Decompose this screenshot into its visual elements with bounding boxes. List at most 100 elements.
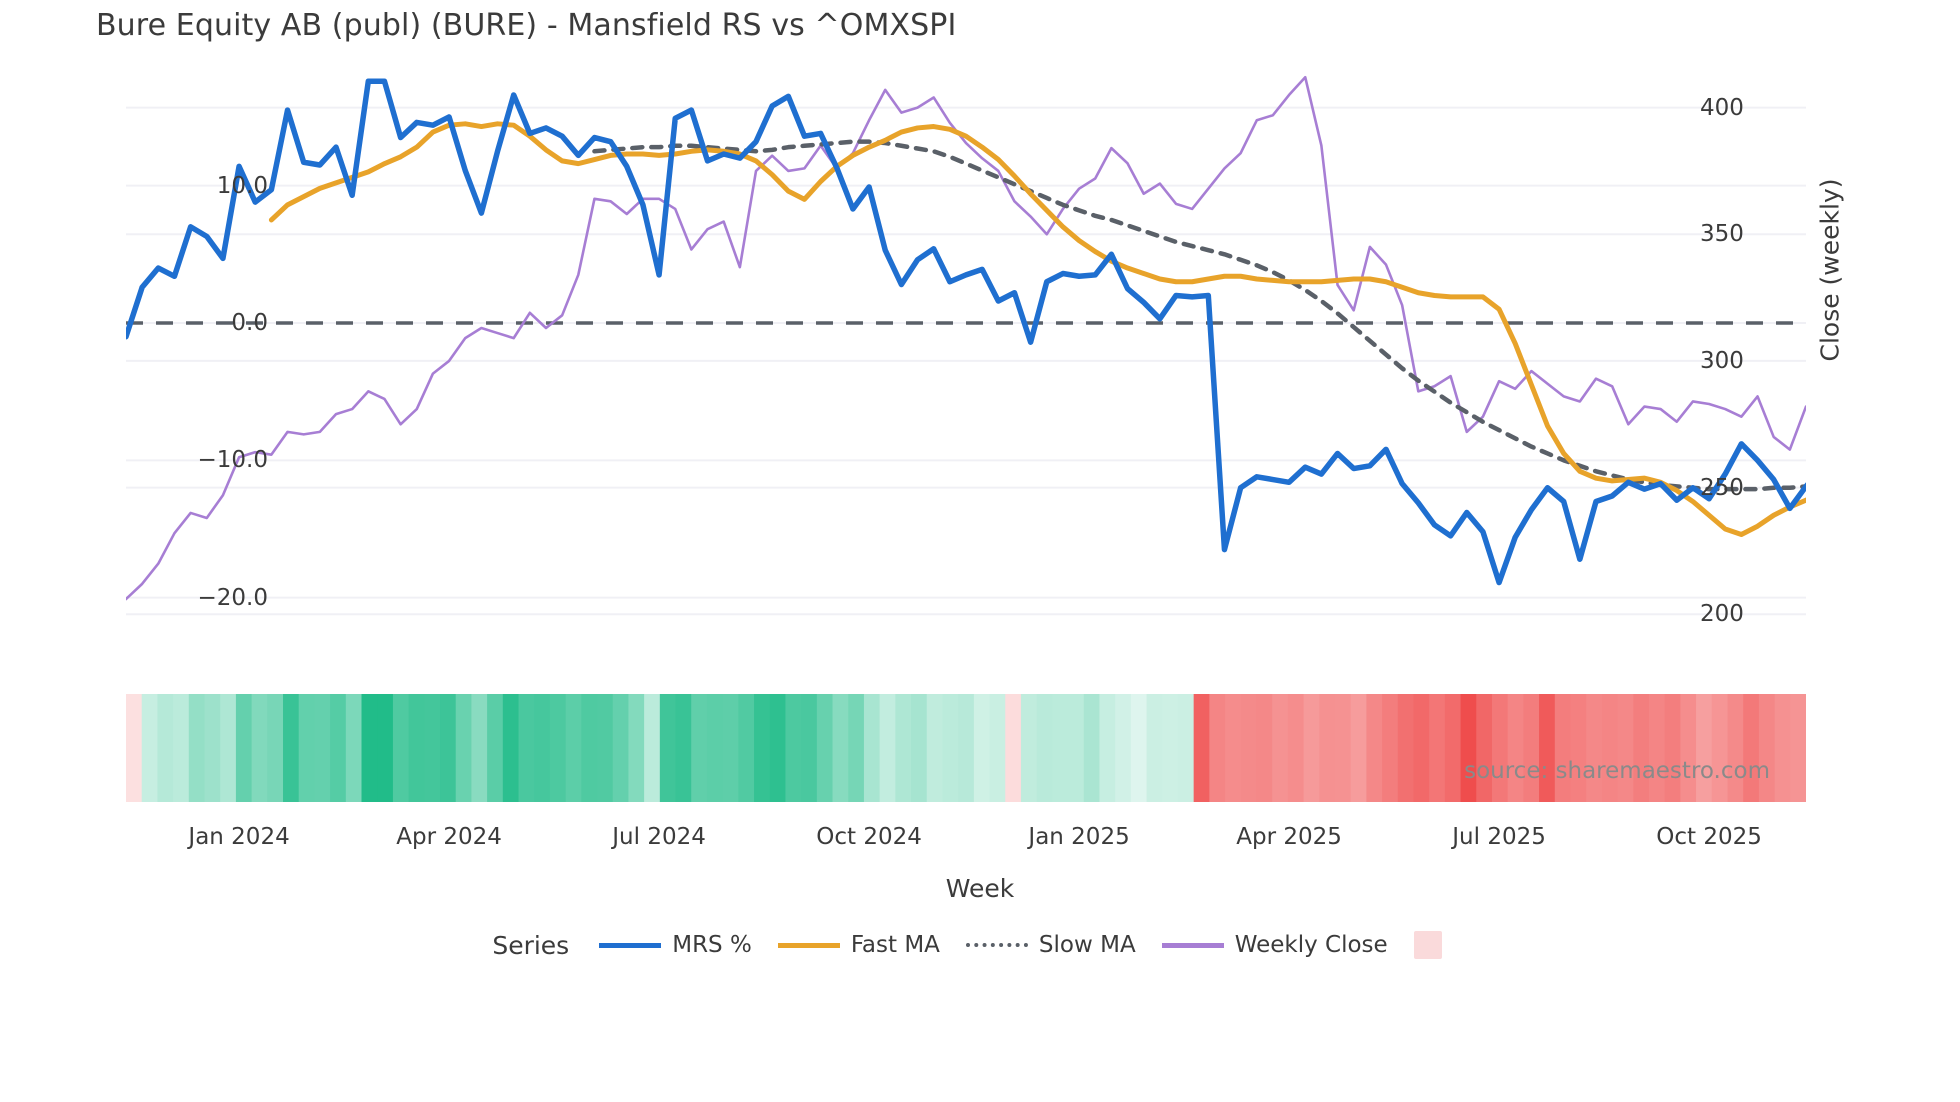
y-axis-right-label: Close (weekly): [1815, 178, 1845, 362]
x-tick: Oct 2025: [1656, 824, 1762, 850]
heat-cell: [440, 694, 457, 802]
y-tick-left: −20.0: [197, 584, 268, 611]
heat-cell: [612, 694, 630, 802]
heat-cell: [1491, 694, 1509, 802]
heat-cell: [1790, 694, 1806, 802]
heat-cell: [283, 694, 300, 802]
heat-cell: [1068, 694, 1085, 802]
heat-cell: [345, 694, 363, 802]
y-tick-left: −10.0: [197, 447, 268, 474]
heat-cell: [173, 694, 190, 802]
heat-cell: [377, 694, 394, 802]
x-tick: Apr 2024: [396, 824, 502, 850]
heat-cell: [628, 694, 645, 802]
heat-cell: [1444, 694, 1462, 802]
heat-cell: [424, 694, 441, 802]
heat-cell: [706, 694, 724, 802]
heat-cell: [1727, 694, 1744, 802]
heat-cell: [204, 694, 221, 802]
heat-cell: [1758, 694, 1776, 802]
heat-cell: [989, 694, 1006, 802]
heat-cell: [1319, 694, 1336, 802]
heat-cell: [644, 694, 661, 802]
series-line-weekly-close: [126, 75, 1806, 601]
heat-cell: [1303, 694, 1320, 802]
regime-heat-strip: source: sharemaestro.com: [126, 694, 1806, 802]
y-tick-right: 250: [1700, 474, 1744, 501]
heat-cell: [1146, 694, 1163, 802]
heat-cell: [1382, 694, 1399, 802]
heat-cell: [926, 694, 944, 802]
heat-cell: [958, 694, 975, 802]
heat-cell: [1617, 694, 1634, 802]
heat-cell: [1130, 694, 1148, 802]
regime-heat-strip-svg: [126, 694, 1806, 802]
heat-cell: [1601, 694, 1619, 802]
heat-cell: [1476, 694, 1493, 802]
legend-item[interactable]: Weekly Close: [1161, 932, 1388, 958]
heat-cell: [581, 694, 598, 802]
heat-cell: [1240, 694, 1258, 802]
heat-cell: [487, 694, 504, 802]
heat-cell: [549, 694, 567, 802]
legend-item-label: Slow MA: [1038, 932, 1136, 958]
legend-swatch-line: [599, 942, 662, 948]
heat-cell: [1350, 694, 1367, 802]
legend-item[interactable]: [1413, 931, 1442, 959]
heat-cell: [832, 694, 849, 802]
heat-cell: [1256, 694, 1273, 802]
y-tick-right: 300: [1700, 347, 1744, 374]
chart-title: Bure Equity AB (publ) (BURE) - Mansfield…: [96, 8, 957, 43]
heat-cell: [565, 694, 582, 802]
heat-cell: [534, 694, 551, 802]
heat-cell: [675, 694, 692, 802]
x-tick: Apr 2025: [1236, 824, 1342, 850]
legend-item[interactable]: Slow MA: [965, 932, 1136, 958]
legend-swatch-box: [1413, 931, 1442, 959]
heat-cell: [1005, 694, 1022, 802]
heat-cell: [1664, 694, 1681, 802]
heat-cell: [1460, 694, 1477, 802]
heat-cell: [895, 694, 912, 802]
heat-cell: [1162, 694, 1179, 802]
heat-cell: [361, 694, 378, 802]
heat-cell: [188, 694, 206, 802]
heat-cell: [1020, 694, 1038, 802]
heat-cell: [1083, 694, 1101, 802]
heat-cell: [863, 694, 881, 802]
heat-cell: [1225, 694, 1242, 802]
heat-cell: [220, 694, 237, 802]
heat-cell: [1743, 694, 1760, 802]
heat-cell: [722, 694, 739, 802]
heat-cell: [518, 694, 535, 802]
heat-cell: [1272, 694, 1289, 802]
heat-cell: [298, 694, 316, 802]
series-line-slow-ma: [592, 139, 1806, 492]
heat-cell: [911, 694, 928, 802]
heat-cell: [1209, 694, 1226, 802]
chart-legend: Series MRS % Fast MA Slow MA Weekly Close: [0, 924, 1960, 966]
legend-item[interactable]: MRS %: [599, 932, 752, 958]
legend-swatch-line: [777, 942, 840, 948]
heat-cell: [785, 694, 802, 802]
heat-cell: [1507, 694, 1524, 802]
heat-cell: [1177, 694, 1195, 802]
heat-cell: [1429, 694, 1446, 802]
source-watermark: source: sharemaestro.com: [1464, 758, 1770, 784]
heat-cell: [1539, 694, 1556, 802]
legend-item[interactable]: Fast MA: [777, 932, 940, 958]
heat-cell: [1397, 694, 1415, 802]
heat-cell: [1052, 694, 1069, 802]
heat-cell: [816, 694, 834, 802]
x-tick: Jan 2024: [188, 824, 290, 850]
y-tick-right: 400: [1700, 94, 1744, 121]
heat-cell: [1696, 694, 1713, 802]
legend-swatch-line: [1161, 942, 1224, 948]
legend-item-label: Weekly Close: [1234, 932, 1388, 958]
heat-cell: [314, 694, 331, 802]
heat-cell: [1523, 694, 1540, 802]
y-tick-right: 200: [1700, 601, 1744, 628]
heat-cell: [597, 694, 614, 802]
heat-cell: [973, 694, 991, 802]
